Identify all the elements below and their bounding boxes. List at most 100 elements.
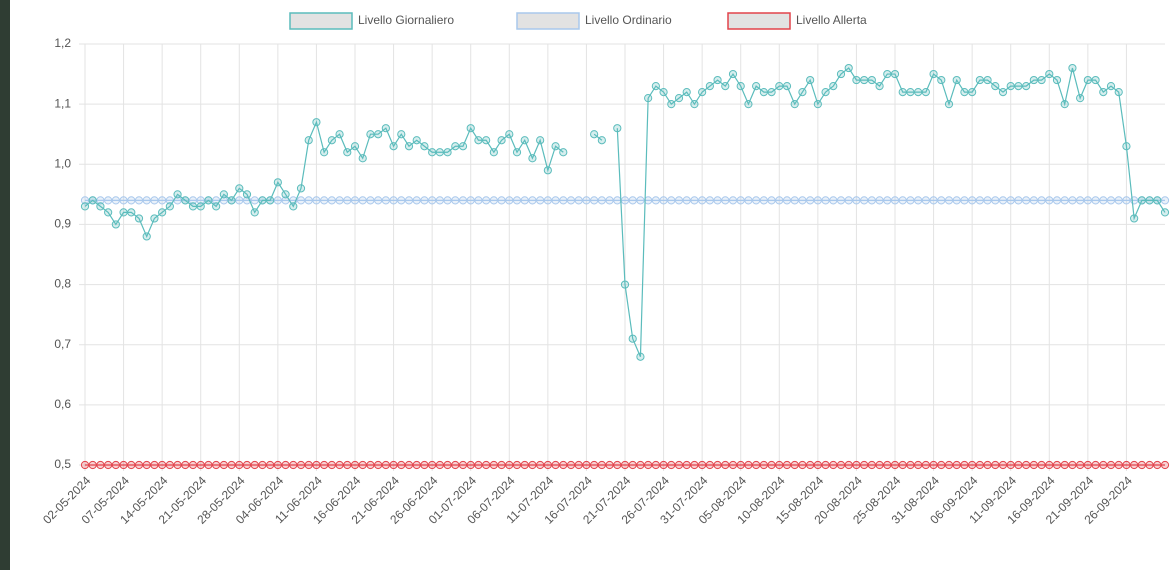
data-point [243, 191, 250, 198]
data-point [1107, 197, 1114, 204]
data-point [205, 197, 212, 204]
data-point [267, 461, 274, 468]
data-point [953, 461, 960, 468]
data-point [521, 461, 528, 468]
data-point [861, 197, 868, 204]
data-point [753, 83, 760, 90]
data-point [251, 461, 258, 468]
data-point [729, 197, 736, 204]
data-point [189, 203, 196, 210]
data-point [305, 197, 312, 204]
data-point [714, 76, 721, 83]
data-point [135, 215, 142, 222]
data-point [81, 461, 88, 468]
data-point [598, 197, 605, 204]
data-point [1107, 83, 1114, 90]
data-point [182, 197, 189, 204]
data-point [120, 197, 127, 204]
data-point [591, 131, 598, 138]
data-point [1077, 461, 1084, 468]
data-point [1069, 461, 1076, 468]
data-point [938, 197, 945, 204]
data-point [722, 83, 729, 90]
data-point [845, 64, 852, 71]
data-point [166, 461, 173, 468]
data-point [868, 76, 875, 83]
data-point [1123, 197, 1130, 204]
data-point [521, 137, 528, 144]
data-point [174, 191, 181, 198]
data-point [297, 197, 304, 204]
data-point [483, 197, 490, 204]
data-point [1046, 461, 1053, 468]
data-point [1061, 461, 1068, 468]
data-point [305, 137, 312, 144]
data-point [814, 461, 821, 468]
y-tick-label: 0,7 [54, 337, 71, 351]
data-point [930, 461, 937, 468]
data-point [621, 461, 628, 468]
data-point [992, 83, 999, 90]
data-point [714, 197, 721, 204]
data-point [105, 461, 112, 468]
data-point [459, 461, 466, 468]
data-point [984, 76, 991, 83]
data-point [737, 83, 744, 90]
data-point [668, 197, 675, 204]
data-point [274, 179, 281, 186]
data-point [506, 131, 513, 138]
y-tick-label: 1,1 [54, 96, 71, 110]
data-point [290, 203, 297, 210]
data-point [336, 131, 343, 138]
data-point [1046, 70, 1053, 77]
data-point [783, 83, 790, 90]
data-point [135, 197, 142, 204]
data-point [915, 461, 922, 468]
data-point [822, 197, 829, 204]
data-point [915, 197, 922, 204]
data-point [382, 125, 389, 132]
data-point [367, 131, 374, 138]
data-point [861, 76, 868, 83]
data-point [351, 143, 358, 150]
y-tick-label: 0,6 [54, 397, 71, 411]
data-point [614, 197, 621, 204]
data-point [436, 149, 443, 156]
data-point [313, 119, 320, 126]
data-point [1053, 197, 1060, 204]
data-point [1123, 143, 1130, 150]
data-point [915, 89, 922, 96]
data-point [205, 461, 212, 468]
data-point [884, 70, 891, 77]
data-point [961, 89, 968, 96]
data-point [606, 197, 613, 204]
data-point [861, 461, 868, 468]
data-point [398, 131, 405, 138]
data-point [683, 197, 690, 204]
data-point [120, 209, 127, 216]
data-point [675, 461, 682, 468]
data-point [274, 197, 281, 204]
data-point [791, 101, 798, 108]
data-point [791, 197, 798, 204]
data-point [706, 461, 713, 468]
data-point [459, 197, 466, 204]
data-point [1038, 76, 1045, 83]
data-point [1077, 95, 1084, 102]
data-point [1053, 76, 1060, 83]
data-point [151, 461, 158, 468]
data-point [112, 197, 119, 204]
data-point [691, 461, 698, 468]
data-point [336, 461, 343, 468]
data-point [1084, 461, 1091, 468]
data-point [359, 197, 366, 204]
data-point [259, 461, 266, 468]
data-point [1100, 89, 1107, 96]
data-point [722, 461, 729, 468]
data-point [290, 461, 297, 468]
data-point [1069, 197, 1076, 204]
data-point [197, 203, 204, 210]
data-point [868, 461, 875, 468]
data-point [475, 197, 482, 204]
data-point [251, 197, 258, 204]
